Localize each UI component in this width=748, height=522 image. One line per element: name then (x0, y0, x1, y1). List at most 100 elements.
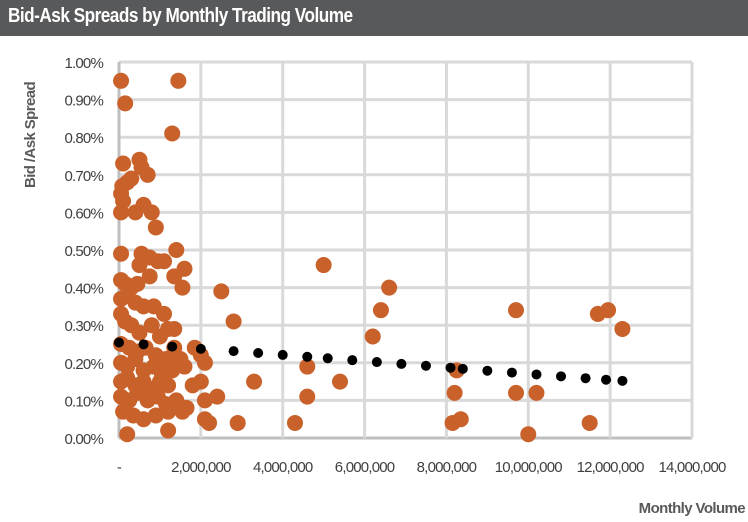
data-point (196, 354, 213, 371)
data-point (139, 166, 156, 183)
trend-dot (457, 363, 468, 374)
trend-dot (371, 357, 382, 368)
x-tick-label: - (117, 459, 122, 476)
y-tick-label: 1.00% (64, 55, 103, 72)
trend-dot (601, 374, 612, 385)
y-tick-label: 0.90% (64, 93, 103, 110)
chart-title: Bid-Ask Spreads by Monthly Trading Volum… (8, 5, 353, 27)
data-point (372, 302, 389, 319)
data-point (166, 268, 183, 285)
data-point (286, 414, 303, 431)
data-point (119, 426, 136, 443)
data-point (299, 388, 316, 405)
trend-dot (617, 375, 628, 386)
data-point (131, 324, 148, 341)
data-point (364, 328, 381, 345)
x-tick-label: 6,000,000 (335, 459, 395, 476)
data-point (160, 377, 177, 394)
data-point (581, 414, 598, 431)
trend-dot (556, 371, 567, 382)
trend-dot (482, 365, 493, 376)
y-tick-label: 0.20% (64, 356, 103, 373)
data-point (196, 392, 213, 409)
data-point (452, 411, 469, 428)
data-point (160, 320, 177, 337)
data-point (141, 268, 158, 285)
data-point (209, 388, 226, 405)
data-point (192, 373, 209, 390)
data-point (129, 275, 146, 292)
data-point (446, 384, 463, 401)
data-point (143, 204, 160, 221)
data-point (614, 320, 631, 337)
data-point (174, 403, 191, 420)
title-bar: Bid-Ask Spreads by Monthly Trading Volum… (0, 0, 748, 36)
data-point (113, 245, 130, 262)
x-tick-label: 2,000,000 (171, 459, 231, 476)
data-point (174, 279, 191, 296)
trend-dot (347, 355, 358, 366)
y-tick-label: 0.30% (64, 318, 103, 335)
y-tick-label: 0.70% (64, 168, 103, 185)
data-point (229, 414, 246, 431)
data-point (381, 279, 398, 296)
data-point (600, 302, 617, 319)
trend-dot (138, 339, 149, 350)
x-axis-ticks: - 2,000,000 4,000,000 6,000,000 8,000,000 10,… (117, 459, 727, 476)
data-point (127, 351, 144, 368)
x-tick-label: 14,000,000 (658, 459, 726, 476)
data-point (528, 384, 545, 401)
x-tick-label: 10,000,000 (495, 459, 563, 476)
trend-dot (195, 343, 206, 354)
data-point (201, 414, 218, 431)
data-point (299, 358, 316, 375)
trend-dot (167, 341, 178, 352)
trend-dot (506, 367, 517, 378)
trend-dot (277, 349, 288, 360)
data-point (147, 219, 164, 236)
data-point (160, 403, 177, 420)
trend-dot (580, 373, 591, 384)
x-axis-label: Monthly Volume (639, 500, 746, 517)
data-point (332, 373, 349, 390)
trendline (114, 337, 628, 386)
data-point (520, 426, 537, 443)
data-point (213, 283, 230, 300)
y-axis-label: Bid /Ask Spread (22, 82, 39, 188)
trend-dot (396, 358, 407, 369)
data-point (143, 317, 160, 334)
trend-dot (420, 360, 431, 371)
y-axis-ticks: 0.00% 0.10% 0.20% 0.30% 0.40% 0.50% 0.60% 0.70%… (64, 55, 104, 448)
scatter-points (113, 72, 631, 443)
trend-dot (531, 369, 542, 380)
x-tick-label: 4,000,000 (253, 459, 313, 476)
x-tick-label: 12,000,000 (577, 459, 645, 476)
data-point (131, 257, 148, 274)
trend-dot (322, 353, 333, 364)
trend-dot (253, 348, 264, 359)
data-point (135, 411, 152, 428)
x-tick-label: 8,000,000 (417, 459, 477, 476)
y-tick-label: 0.50% (64, 243, 103, 260)
data-point (508, 384, 525, 401)
y-tick-label: 0.60% (64, 205, 103, 222)
data-point (147, 407, 164, 424)
data-point (315, 257, 332, 274)
data-point (113, 72, 130, 89)
data-point (156, 305, 173, 322)
y-tick-label: 0.40% (64, 281, 103, 298)
data-point (508, 302, 525, 319)
trend-dot (302, 351, 313, 362)
data-point (117, 95, 134, 112)
data-point (156, 253, 173, 270)
data-point (170, 72, 187, 89)
data-point (164, 362, 181, 379)
trend-dot (445, 362, 456, 373)
y-tick-label: 0.80% (64, 130, 103, 147)
trend-dot (114, 337, 124, 348)
data-point (246, 373, 263, 390)
y-tick-label: 0.00% (64, 431, 103, 448)
data-point (115, 155, 132, 172)
data-point (176, 358, 193, 375)
